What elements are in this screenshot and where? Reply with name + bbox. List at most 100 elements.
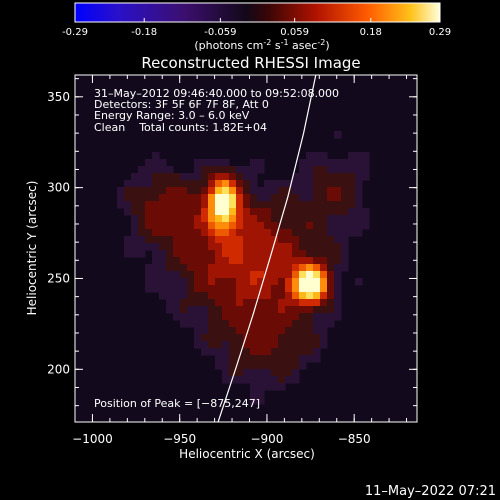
- heatmap-cell: [299, 334, 307, 342]
- heatmap-cell: [320, 173, 328, 181]
- heatmap-cell: [257, 166, 265, 174]
- heatmap-cell: [327, 278, 335, 286]
- heatmap-cell: [250, 159, 258, 167]
- heatmap-cell: [306, 355, 314, 363]
- heatmap-cell: [285, 320, 293, 328]
- heatmap-cell: [159, 187, 167, 195]
- heatmap-cell: [229, 173, 237, 181]
- heatmap-cell: [208, 229, 216, 237]
- heatmap-cell: [292, 187, 300, 195]
- heatmap-cell: [292, 215, 300, 223]
- heatmap-cell: [138, 173, 146, 181]
- heatmap-cell: [243, 362, 251, 370]
- heatmap-cell: [215, 355, 223, 363]
- heatmap-cell: [250, 250, 258, 258]
- heatmap-cell: [187, 292, 195, 300]
- heatmap-cell: [215, 194, 223, 202]
- heatmap-cell: [257, 327, 265, 335]
- heatmap-cell: [264, 362, 272, 370]
- heatmap-cell: [180, 306, 188, 314]
- heatmap-cell: [194, 264, 202, 272]
- heatmap-cell: [299, 159, 307, 167]
- heatmap-cell: [278, 222, 286, 230]
- heatmap-cell: [187, 215, 195, 223]
- heatmap-cell: [313, 306, 321, 314]
- heatmap-cell: [180, 313, 188, 321]
- heatmap-cell: [285, 327, 293, 335]
- heatmap-cell: [166, 243, 174, 251]
- heatmap-cell: [215, 180, 223, 188]
- heatmap-cell: [299, 208, 307, 216]
- heatmap-cell: [334, 292, 342, 300]
- heatmap-cell: [264, 222, 272, 230]
- heatmap-cell: [299, 341, 307, 349]
- heatmap-cell: [180, 208, 188, 216]
- heatmap-cell: [236, 278, 244, 286]
- heatmap-cell: [278, 376, 286, 384]
- heatmap-cell: [271, 215, 279, 223]
- heatmap-cell: [292, 313, 300, 321]
- heatmap-cell: [201, 208, 209, 216]
- heatmap-cell: [243, 250, 251, 258]
- heatmap-cell: [334, 313, 342, 321]
- heatmap-cell: [236, 306, 244, 314]
- heatmap-cell: [194, 166, 202, 174]
- heatmap-cell: [187, 194, 195, 202]
- heatmap-cell: [222, 243, 230, 251]
- heatmap-cell: [173, 271, 181, 279]
- heatmap-cell: [152, 152, 160, 160]
- heatmap-cell: [285, 271, 293, 279]
- heatmap-cell: [271, 383, 279, 391]
- colorbar-tick-label: -0.059: [204, 27, 236, 38]
- heatmap-cell: [327, 194, 335, 202]
- heatmap-cell: [264, 201, 272, 209]
- heatmap-cell: [341, 236, 349, 244]
- heatmap-cell: [152, 222, 160, 230]
- heatmap-cell: [201, 320, 209, 328]
- heatmap-cell: [201, 334, 209, 342]
- heatmap-cell: [285, 180, 293, 188]
- heatmap-cell: [201, 166, 209, 174]
- heatmap-cell: [292, 222, 300, 230]
- heatmap-cell: [292, 362, 300, 370]
- heatmap-cell: [166, 278, 174, 286]
- heatmap-cell: [320, 278, 328, 286]
- heatmap-cell: [306, 334, 314, 342]
- heatmap-cell: [215, 166, 223, 174]
- heatmap-cell: [222, 166, 230, 174]
- heatmap-cell: [166, 194, 174, 202]
- heatmap-cell: [215, 292, 223, 300]
- heatmap-cell: [145, 222, 153, 230]
- heatmap-cell: [285, 369, 293, 377]
- heatmap-cell: [250, 348, 258, 356]
- heatmap-cell: [334, 187, 342, 195]
- timestamp: 11–May–2022 07:21: [365, 484, 496, 499]
- heatmap-cell: [299, 250, 307, 258]
- heatmap-cell: [257, 341, 265, 349]
- heatmap-cell: [334, 264, 342, 272]
- heatmap-cell: [334, 299, 342, 307]
- heatmap-cell: [334, 278, 342, 286]
- heatmap-cell: [264, 292, 272, 300]
- heatmap-cell: [362, 152, 370, 160]
- heatmap-cell: [236, 362, 244, 370]
- heatmap-cell: [236, 285, 244, 293]
- heatmap-cell: [215, 243, 223, 251]
- heatmap-cell: [159, 222, 167, 230]
- heatmap-cell: [243, 229, 251, 237]
- heatmap-cell: [250, 257, 258, 265]
- heatmap-cell: [222, 180, 230, 188]
- heatmap-cell: [313, 327, 321, 335]
- heatmap-cell: [243, 327, 251, 335]
- heatmap-cell: [313, 222, 321, 230]
- heatmap-cell: [341, 201, 349, 209]
- heatmap-cell: [222, 355, 230, 363]
- heatmap-cell: [257, 334, 265, 342]
- heatmap-cell: [334, 201, 342, 209]
- heatmap-cell: [145, 285, 153, 293]
- heatmap-cell: [215, 222, 223, 230]
- heatmap-cell: [159, 285, 167, 293]
- heatmap-cell: [320, 320, 328, 328]
- heatmap-cell: [264, 327, 272, 335]
- heatmap-cell: [278, 208, 286, 216]
